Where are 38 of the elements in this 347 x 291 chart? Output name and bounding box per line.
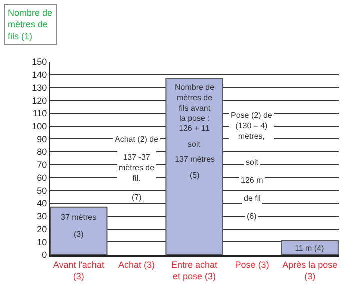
- x-tick-label: Pose (3): [235, 260, 270, 270]
- y-tick-label: 20: [37, 224, 48, 234]
- y-tick-label: 110: [32, 108, 48, 119]
- annotation: de fil: [244, 194, 262, 203]
- x-tick-label: Avant l'achat (3): [53, 260, 105, 282]
- x-tick-label: Achat (3): [118, 260, 155, 270]
- annotation: 126 + 11: [179, 124, 210, 133]
- y-tick-label: 0: [42, 250, 48, 260]
- y-tick-label: 60: [37, 172, 48, 183]
- y-tick-label: 30: [37, 212, 48, 222]
- y-tick-label: 90: [37, 134, 48, 144]
- x-tick-label: Entre achat et pose (3): [171, 260, 218, 282]
- y-tick-label: 120: [32, 96, 48, 106]
- x-tick-label: Après la pose (3): [282, 260, 338, 282]
- y-axis-title: Nombre de mètres de fils (1): [8, 8, 53, 42]
- y-tick-label: 70: [37, 160, 48, 170]
- annotation: (3): [74, 230, 84, 239]
- annotation: soit: [188, 140, 202, 149]
- annotation: Pose (2) de (130 – 4) mètres,: [231, 111, 273, 141]
- y-tick-label: 50: [37, 186, 48, 196]
- annotation: 137 -37 mètres de fil.: [119, 153, 156, 183]
- annotation: 137 mètres: [175, 155, 216, 164]
- annotation: (6): [247, 212, 258, 221]
- annotation: (5): [190, 171, 200, 180]
- annotation: Achat (2) de: [115, 135, 160, 144]
- annotation: Nombre de mètres de fils avant la pose :: [175, 83, 216, 124]
- annotation: (7): [132, 193, 142, 202]
- annotation: 37 mètres: [61, 213, 97, 222]
- annotation: soit: [246, 158, 260, 167]
- y-tick-label: 40: [37, 198, 48, 209]
- y-tick-label: 150: [32, 57, 48, 68]
- y-tick-label: 80: [37, 147, 48, 158]
- y-tick-label: 140: [32, 70, 48, 80]
- y-tick-label: 10: [37, 237, 48, 248]
- annotation: 11 m (4): [295, 244, 325, 253]
- annotation: 126 m: [241, 176, 264, 185]
- y-tick-label: 100: [32, 121, 48, 132]
- y-tick-label: 130: [32, 82, 48, 93]
